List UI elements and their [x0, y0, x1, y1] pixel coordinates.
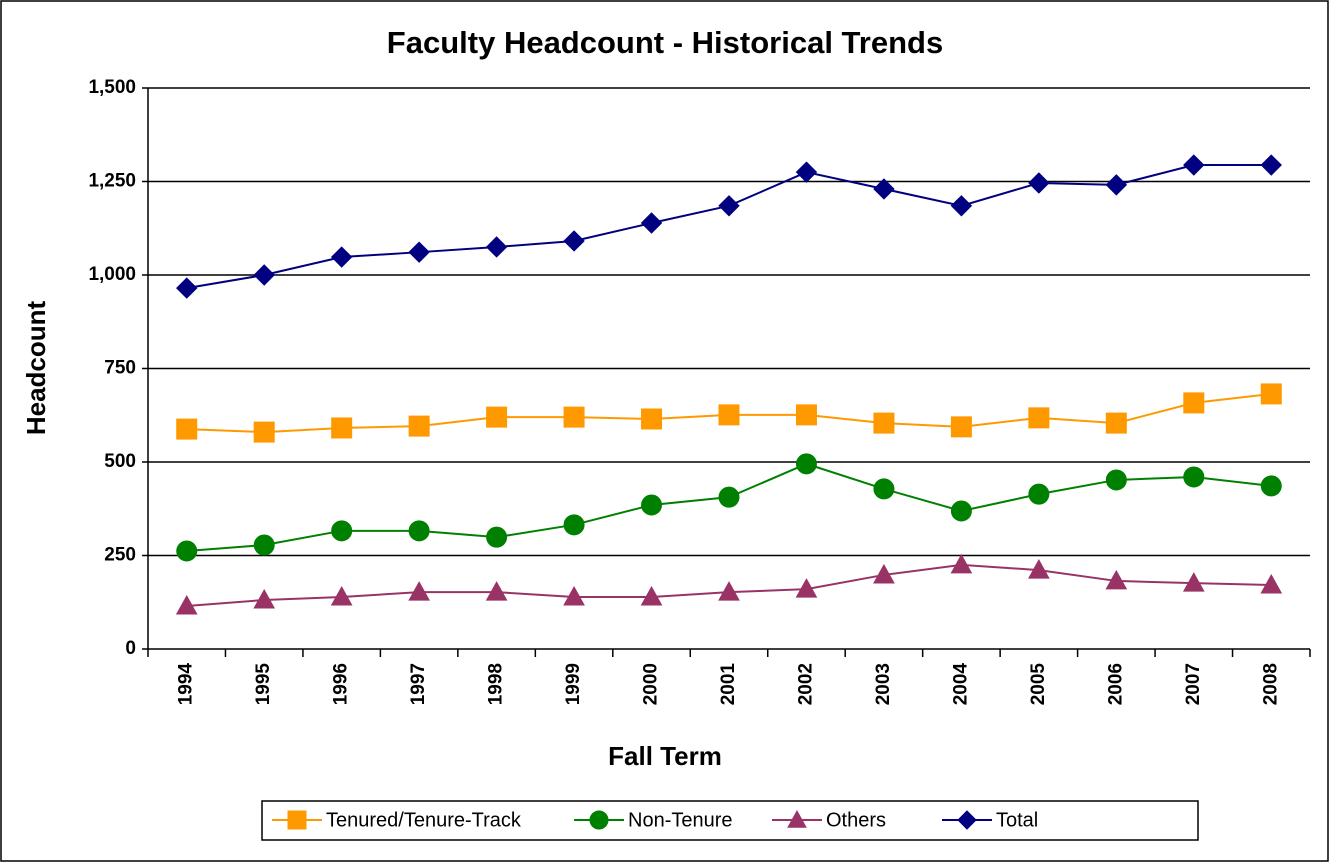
y-tick-label: 0 — [125, 638, 136, 659]
x-tick-label: 1994 — [176, 663, 197, 706]
legend-marker — [589, 810, 609, 830]
marker — [641, 408, 663, 430]
marker — [1105, 174, 1128, 196]
marker — [795, 453, 817, 475]
marker — [408, 241, 430, 263]
marker — [640, 212, 663, 234]
marker — [563, 585, 585, 606]
x-tick-label: 2003 — [873, 663, 894, 705]
marker — [1182, 572, 1205, 592]
legend-marker — [787, 809, 807, 828]
marker — [641, 494, 663, 516]
marker — [253, 534, 275, 556]
x-tick-label: 2008 — [1260, 663, 1281, 705]
legend-label: Others — [826, 809, 886, 831]
marker — [408, 520, 430, 542]
marker — [1183, 466, 1205, 488]
marker — [950, 195, 973, 217]
marker — [950, 500, 972, 522]
x-tick-label: 2002 — [795, 663, 816, 705]
marker — [873, 412, 895, 434]
x-tick-label: 2005 — [1028, 663, 1049, 706]
marker — [1105, 412, 1127, 434]
y-tick-label: 500 — [104, 451, 136, 472]
x-tick-label: 2000 — [641, 663, 662, 705]
marker — [485, 236, 508, 258]
marker — [408, 415, 430, 437]
marker — [330, 585, 353, 606]
marker — [795, 161, 818, 183]
marker — [795, 578, 818, 598]
marker — [485, 581, 508, 601]
y-tick-label: 1,500 — [88, 77, 136, 98]
marker — [873, 563, 895, 584]
marker — [718, 404, 740, 426]
x-tick-label: 2006 — [1105, 663, 1126, 705]
marker — [331, 417, 353, 439]
legend-label: Tenured/Tenure-Track — [326, 809, 522, 831]
marker — [640, 585, 663, 606]
marker — [176, 540, 198, 562]
marker — [1183, 392, 1205, 414]
marker — [1260, 154, 1282, 176]
chart-title: Faculty Headcount - Historical Trends — [387, 25, 943, 60]
marker — [1183, 154, 1205, 176]
legend-marker — [287, 810, 307, 830]
x-tick-label: 2001 — [718, 663, 739, 706]
marker — [176, 418, 198, 440]
marker — [718, 486, 740, 508]
marker — [563, 514, 585, 536]
x-tick-label: 1999 — [563, 663, 584, 705]
legend-label: Non-Tenure — [628, 809, 733, 831]
marker — [873, 478, 895, 500]
legend-label: Total — [996, 809, 1038, 831]
marker — [1028, 483, 1050, 505]
marker — [950, 416, 972, 438]
y-tick-label: 250 — [104, 545, 136, 566]
marker — [408, 581, 430, 601]
x-tick-label: 2004 — [950, 663, 971, 706]
legend-box — [261, 800, 1199, 841]
x-tick-label: 1996 — [331, 663, 352, 705]
marker — [1260, 383, 1282, 405]
marker — [486, 406, 508, 428]
marker — [718, 195, 740, 217]
marker — [1260, 574, 1283, 594]
marker — [563, 406, 585, 428]
marker — [1105, 569, 1128, 590]
marker — [253, 421, 275, 443]
x-tick-label: 1998 — [486, 663, 507, 705]
marker — [331, 520, 353, 542]
x-axis-title: Fall Term — [608, 741, 722, 771]
marker — [253, 264, 275, 286]
marker — [795, 404, 817, 426]
x-tick-label: 2007 — [1183, 663, 1204, 705]
marker — [1028, 407, 1050, 429]
marker — [950, 553, 973, 574]
marker — [330, 246, 353, 268]
y-tick-label: 1,000 — [88, 264, 136, 285]
x-tick-label: 1997 — [408, 663, 429, 705]
marker — [718, 581, 740, 601]
marker — [1260, 475, 1282, 497]
legend-marker — [957, 810, 977, 830]
marker — [253, 588, 276, 609]
y-tick-label: 1,250 — [88, 171, 136, 192]
x-tick-label: 1995 — [253, 663, 274, 706]
marker — [873, 178, 895, 200]
marker — [1028, 172, 1050, 194]
marker — [175, 594, 198, 615]
y-axis-title: Headcount — [21, 300, 51, 435]
marker — [176, 277, 198, 299]
marker — [1105, 469, 1127, 491]
marker — [563, 230, 585, 252]
marker — [486, 526, 508, 548]
y-tick-label: 750 — [104, 358, 136, 379]
marker — [1028, 559, 1050, 579]
